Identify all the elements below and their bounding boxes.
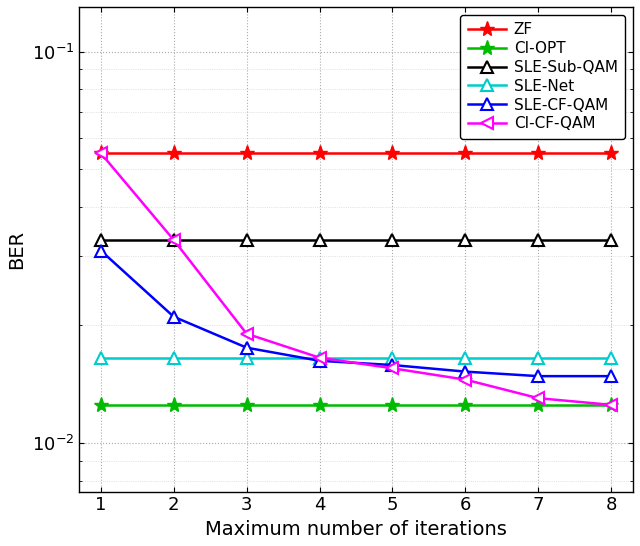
CI-CF-QAM [461,376,469,383]
Line: ZF: ZF [93,145,619,161]
SLE-CF-QAM [461,369,469,375]
SLE-CF-QAM [607,373,615,379]
CI-CF-QAM [607,401,615,408]
Line: CI-OPT: CI-OPT [93,397,619,412]
Legend: ZF, CI-OPT, SLE-Sub-QAM, SLE-Net, SLE-CF-QAM, CI-CF-QAM: ZF, CI-OPT, SLE-Sub-QAM, SLE-Net, SLE-CF… [460,15,625,139]
CI-CF-QAM [388,365,396,372]
Line: SLE-Net: SLE-Net [95,352,618,364]
SLE-Net [534,354,542,361]
Line: SLE-Sub-QAM: SLE-Sub-QAM [95,234,618,246]
SLE-Sub-QAM [607,236,615,243]
SLE-Sub-QAM [388,236,396,243]
CI-OPT [461,401,469,408]
SLE-Net [243,354,250,361]
SLE-Sub-QAM [170,236,177,243]
SLE-CF-QAM [97,247,104,254]
SLE-Sub-QAM [97,236,104,243]
ZF [316,150,323,156]
CI-CF-QAM [97,150,104,156]
ZF [461,150,469,156]
SLE-Net [97,354,104,361]
Line: CI-CF-QAM: CI-CF-QAM [95,147,618,411]
SLE-CF-QAM [316,358,323,364]
SLE-CF-QAM [170,313,177,320]
Y-axis label: BER: BER [7,230,26,269]
CI-OPT [170,401,177,408]
ZF [607,150,615,156]
CI-OPT [388,401,396,408]
ZF [170,150,177,156]
SLE-Sub-QAM [534,236,542,243]
X-axis label: Maximum number of iterations: Maximum number of iterations [205,520,507,539]
CI-CF-QAM [534,395,542,401]
ZF [97,150,104,156]
CI-OPT [316,401,323,408]
SLE-Net [388,354,396,361]
CI-CF-QAM [170,236,177,243]
SLE-Sub-QAM [316,236,323,243]
ZF [388,150,396,156]
SLE-Net [316,354,323,361]
SLE-CF-QAM [534,373,542,379]
CI-CF-QAM [243,330,250,337]
SLE-CF-QAM [388,362,396,369]
SLE-Net [607,354,615,361]
Line: SLE-CF-QAM: SLE-CF-QAM [95,244,618,382]
ZF [243,150,250,156]
SLE-Sub-QAM [461,236,469,243]
SLE-Sub-QAM [243,236,250,243]
CI-OPT [243,401,250,408]
ZF [534,150,542,156]
SLE-Net [170,354,177,361]
SLE-CF-QAM [243,345,250,351]
CI-OPT [97,401,104,408]
CI-OPT [534,401,542,408]
CI-OPT [607,401,615,408]
CI-CF-QAM [316,354,323,361]
SLE-Net [461,354,469,361]
